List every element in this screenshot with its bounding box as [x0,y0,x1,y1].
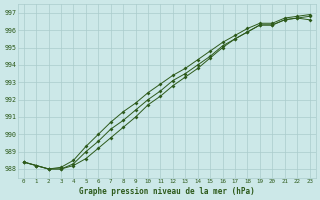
X-axis label: Graphe pression niveau de la mer (hPa): Graphe pression niveau de la mer (hPa) [79,187,255,196]
